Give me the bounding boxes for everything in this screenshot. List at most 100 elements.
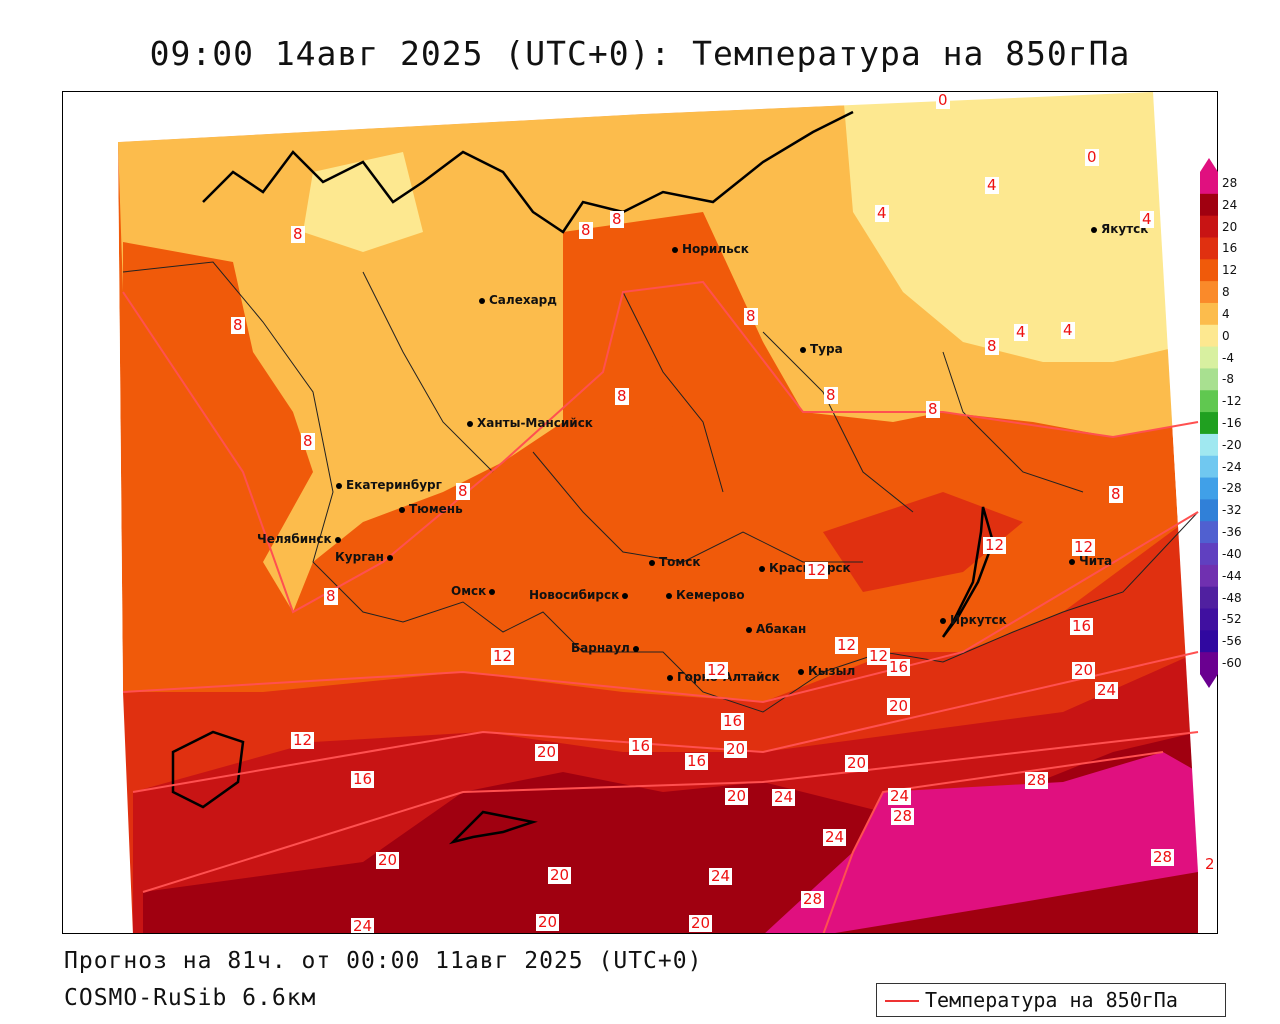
contour-label: 16: [887, 658, 911, 676]
colorbar-tick-label: -52: [1222, 612, 1242, 627]
city-marker: Екатеринбург: [336, 478, 442, 492]
colorbar-tick-label: 0: [1222, 328, 1230, 343]
city-label: Кызыл: [808, 664, 856, 678]
contour-label: 16: [1070, 617, 1094, 635]
contour-label: 24: [709, 867, 733, 885]
contour-label: 16: [721, 712, 745, 730]
legend: Температура на 850гПа: [876, 983, 1226, 1017]
temperature-map: Норильск Салехард Якутск Тура Ханты-Манс…: [62, 91, 1218, 934]
contour-label: 8: [231, 316, 245, 334]
city-marker: Омск: [451, 584, 499, 598]
city-label: Тура: [810, 342, 843, 356]
contour-label: 8: [301, 432, 315, 450]
contour-label: 8: [985, 337, 999, 355]
city-dot: [667, 674, 673, 681]
colorbar-swatch: [1200, 193, 1218, 217]
city-marker: Тура: [800, 342, 843, 356]
contour-label: 2: [1203, 855, 1217, 873]
contour-label: 12: [867, 647, 891, 665]
contour-label: 8: [579, 221, 593, 239]
city-dot: [334, 536, 341, 543]
city-marker: Горно-Алтайск: [667, 670, 780, 684]
contour-label: 24: [351, 917, 375, 934]
colorbar-tick-label: 20: [1222, 219, 1238, 234]
city-marker: Курган: [335, 550, 397, 564]
contour-label: 4: [1014, 323, 1028, 341]
city-dot: [1091, 226, 1097, 233]
temperature-field: [63, 92, 1217, 933]
contour-label: 4: [985, 176, 999, 194]
colorbar-tick-label: 16: [1222, 241, 1238, 256]
colorbar-swatch: [1200, 390, 1218, 413]
city-label: Тюмень: [409, 502, 463, 516]
legend-line-swatch: [885, 1000, 919, 1002]
colorbar-swatch: [1200, 652, 1218, 675]
contour-label: 8: [615, 387, 629, 405]
contour-label: 8: [610, 210, 624, 228]
contour-label: 20: [376, 851, 400, 869]
contour-label: 12: [983, 536, 1007, 554]
colorbar-tick-label: 4: [1222, 306, 1230, 321]
colorbar-tick-label: -48: [1222, 590, 1242, 605]
contour-label: 28: [891, 807, 915, 825]
colorbar-swatch: [1200, 215, 1218, 238]
city-label: Екатеринбург: [346, 478, 442, 492]
contour-label: 24: [888, 787, 912, 805]
colorbar-tick-label: -16: [1222, 416, 1242, 430]
city-dot: [489, 588, 496, 595]
colorbar-swatch: [1200, 412, 1218, 435]
colorbar-swatch: [1200, 608, 1218, 631]
model-name: COSMO-RuSib 6.6км: [64, 985, 317, 1011]
colorbar-swatch: [1200, 281, 1218, 304]
colorbar-tick-label: 8: [1222, 285, 1230, 300]
city-dot: [666, 592, 672, 599]
contour-label: 12: [491, 647, 515, 665]
contour-label: 12: [291, 731, 315, 749]
colorbar-swatch: [1200, 630, 1218, 653]
colorbar-tick-label: -60: [1222, 656, 1242, 671]
contour-label: 16: [685, 752, 709, 770]
colorbar-tick-label: -56: [1222, 634, 1242, 649]
city-label: Якутск: [1101, 222, 1149, 236]
contour-label: 24: [1095, 681, 1119, 699]
contour-label: 20: [725, 787, 749, 805]
contour-label: 8: [1109, 485, 1123, 503]
colorbar-swatch: [1200, 455, 1218, 479]
contour-label: 20: [689, 914, 713, 932]
contour-label: 8: [456, 482, 470, 500]
contour-label: 28: [1025, 771, 1049, 789]
city-dot: [386, 554, 393, 561]
colorbar-tick-label: -40: [1222, 546, 1242, 561]
city-label: Ханты-Мансийск: [477, 416, 593, 430]
city-marker: Кызыл: [798, 664, 855, 678]
city-marker: Томск: [649, 555, 701, 569]
colorbar-swatch: [1200, 346, 1218, 369]
contour-label: 12: [1072, 538, 1096, 556]
contour-label: 4: [1061, 321, 1075, 339]
colorbar-min-arrow: [1200, 674, 1218, 688]
colorbar-tick-label: 12: [1222, 263, 1238, 278]
city-marker: Якутск: [1091, 222, 1148, 236]
colorbar-swatch: [1200, 499, 1218, 522]
city-dot: [672, 246, 678, 253]
city-marker: Кемерово: [666, 588, 745, 602]
contour-label: 20: [845, 754, 869, 772]
contour-label: 8: [291, 225, 305, 243]
city-label: Омск: [451, 584, 487, 598]
city-label: Салехард: [489, 293, 557, 307]
colorbar-swatch: [1200, 172, 1218, 195]
city-label: Норильск: [682, 242, 749, 256]
contour-label: 4: [1140, 210, 1154, 228]
city-dot: [759, 565, 765, 572]
city-label: Иркутск: [950, 613, 1007, 627]
city-label: Челябинск: [257, 532, 332, 546]
city-dot: [746, 626, 752, 633]
contour-label: 20: [1072, 661, 1096, 679]
contour-label: 4: [875, 204, 889, 222]
city-label: Горно-Алтайск: [677, 670, 780, 684]
city-dot: [479, 297, 485, 304]
city-label: Новосибирск: [529, 588, 620, 602]
colorbar-tick-label: -24: [1222, 459, 1242, 474]
colorbar-swatch: [1200, 259, 1218, 282]
contour-label: 8: [324, 587, 338, 605]
